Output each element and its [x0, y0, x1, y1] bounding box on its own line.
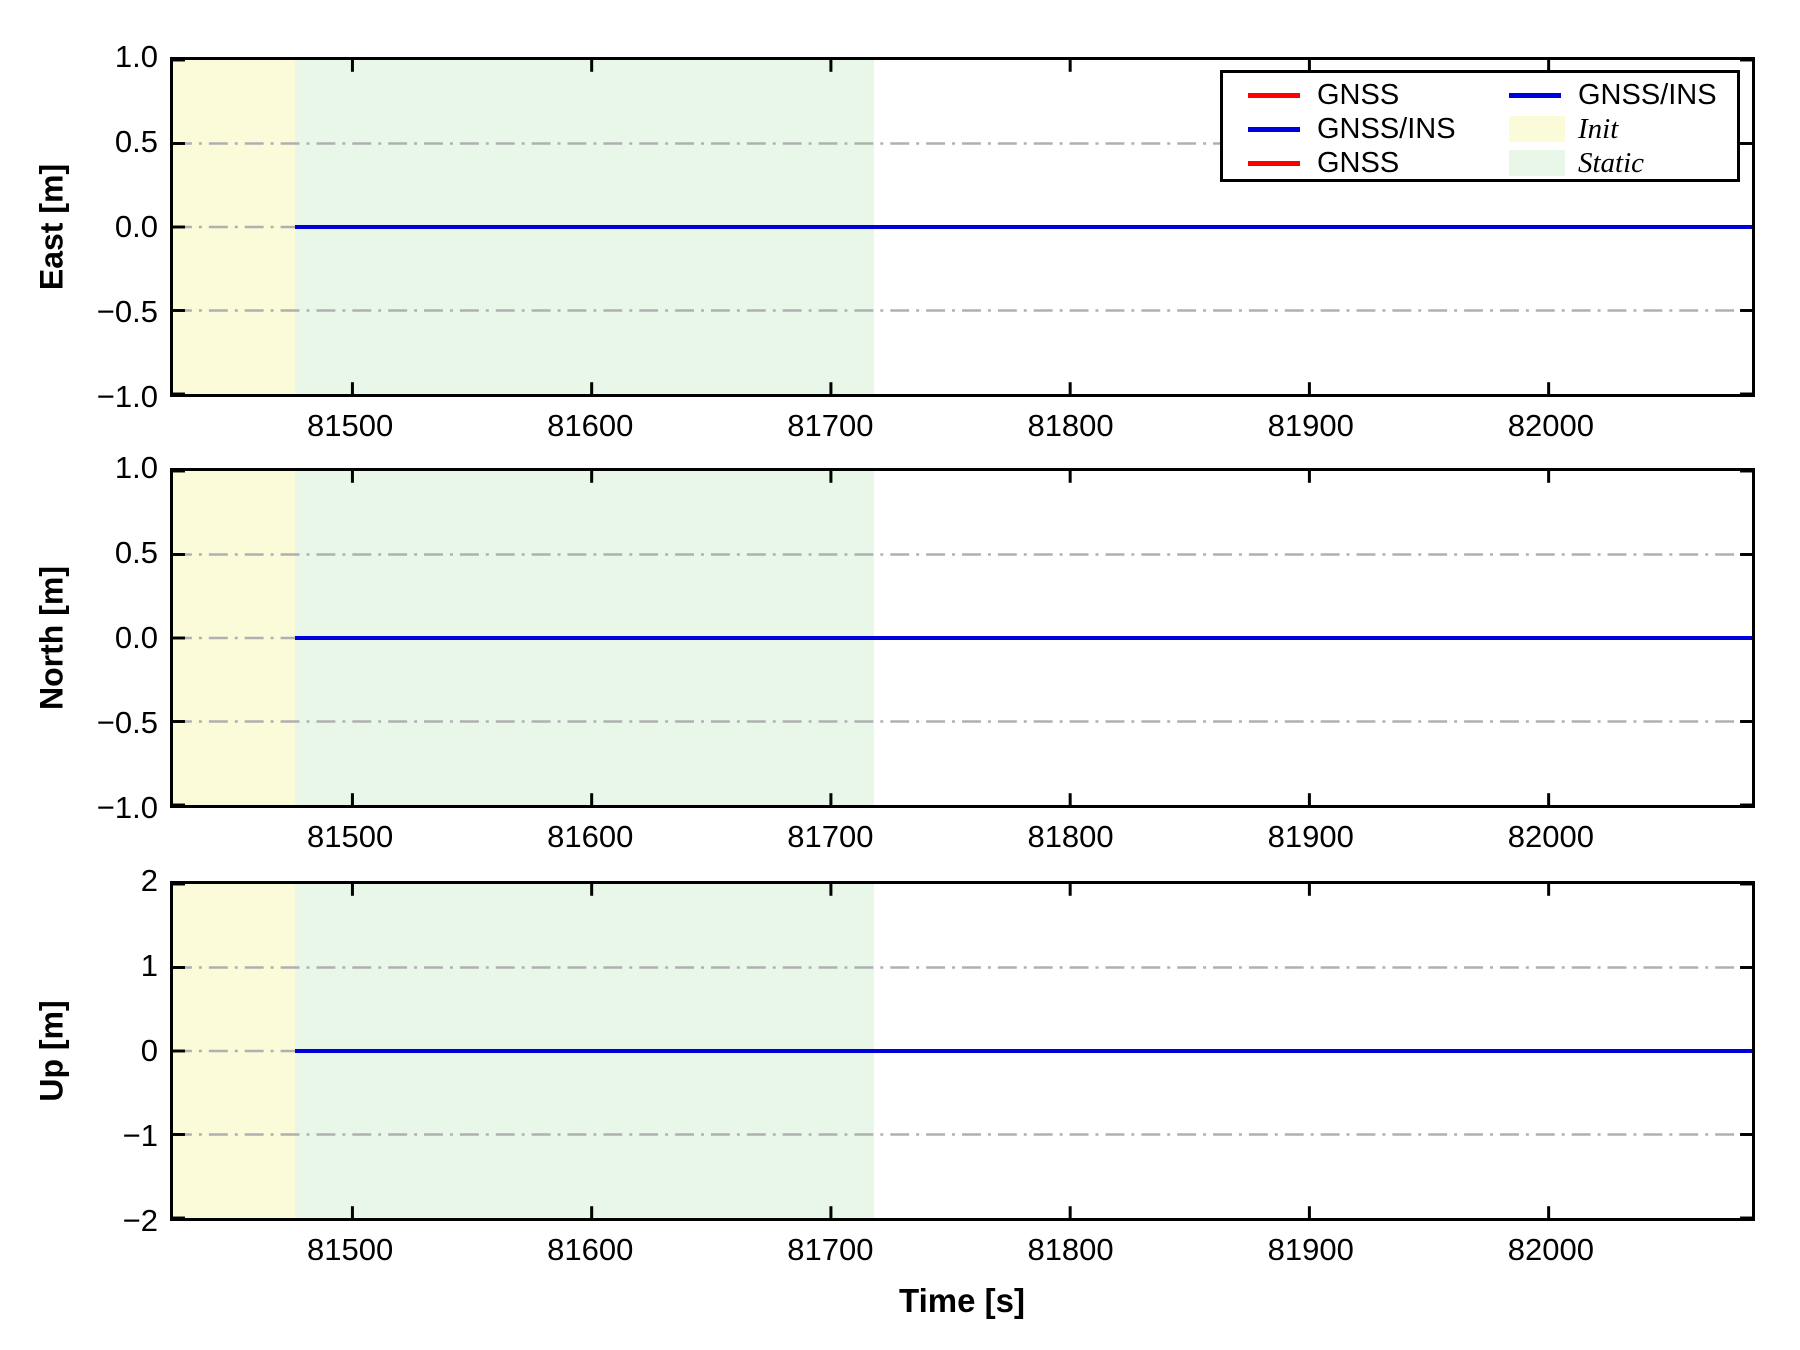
legend-label: Init: [1578, 112, 1619, 145]
patch-swatch: [1509, 150, 1565, 176]
legend-label: GNSS: [1317, 146, 1400, 179]
y-tick-label: 2: [140, 863, 158, 898]
y-tick-label: −1.0: [96, 379, 158, 414]
x-axis-label: Time [s]: [899, 1282, 1025, 1319]
y-tick-label: −0.5: [96, 294, 158, 329]
y-axis-label-east: East [m]: [33, 163, 70, 291]
x-tick-label: 81700: [787, 408, 874, 443]
y-tick-label: −1.0: [96, 790, 158, 825]
x-tick-label: 81800: [1027, 819, 1114, 854]
y-tick-label: −1: [122, 1118, 158, 1153]
x-tick-label: 81800: [1027, 1232, 1114, 1267]
subplot-canvas-up: [173, 884, 1752, 1218]
init-region: [173, 884, 296, 1218]
x-tick-label: 82000: [1507, 408, 1594, 443]
x-tick-label: 82000: [1507, 1232, 1594, 1267]
y-tick-label: 0.5: [114, 535, 158, 570]
legend-label: GNSS/INS: [1317, 112, 1456, 145]
legend-label: GNSS: [1317, 78, 1400, 111]
y-tick-label: −0.5: [96, 705, 158, 740]
y-tick-label: 0.0: [114, 620, 158, 655]
x-tick-label: 81600: [547, 1232, 634, 1267]
x-tick-label: 81500: [307, 1232, 394, 1267]
legend-entry: GNSS/INS: [1248, 112, 1456, 146]
y-tick-label: −2: [122, 1203, 158, 1238]
legend: GNSS GNSS/INS GNSS GNSS/INS Init Static: [1220, 70, 1740, 182]
subplot-north: [170, 468, 1755, 808]
x-tick-label: 81900: [1267, 819, 1354, 854]
init-region: [173, 60, 296, 394]
x-tick-label: 81800: [1027, 408, 1114, 443]
legend-label: Static: [1578, 146, 1645, 179]
subplot-up: [170, 881, 1755, 1221]
x-tick-label: 81500: [307, 408, 394, 443]
legend-entry: Static: [1509, 146, 1717, 180]
init-region: [173, 471, 296, 805]
line-swatch: [1248, 92, 1300, 98]
legend-entry: GNSS: [1248, 78, 1456, 112]
legend-column: GNSS/INS Init Static: [1509, 78, 1717, 180]
subplot-canvas-north: [173, 471, 1752, 805]
line-swatch: [1509, 92, 1561, 98]
x-tick-label: 81900: [1267, 1232, 1354, 1267]
line-swatch: [1248, 126, 1300, 132]
legend-entry: GNSS/INS: [1509, 78, 1717, 112]
x-tick-label: 81600: [547, 408, 634, 443]
legend-column: GNSS GNSS/INS GNSS: [1248, 78, 1456, 180]
x-tick-label: 82000: [1507, 819, 1594, 854]
x-tick-label: 81600: [547, 819, 634, 854]
legend-entry: Init: [1509, 112, 1717, 146]
line-swatch: [1248, 160, 1300, 166]
y-tick-label: 1.0: [114, 450, 158, 485]
x-tick-label: 81700: [787, 1232, 874, 1267]
x-tick-label: 81500: [307, 819, 394, 854]
patch-swatch: [1509, 116, 1565, 142]
y-axis-label-north: North [m]: [33, 566, 70, 710]
legend-label: GNSS/INS: [1578, 78, 1717, 111]
x-tick-label: 81700: [787, 819, 874, 854]
subplot-canvas-east: [173, 60, 1752, 394]
y-axis-label-up: Up [m]: [33, 1000, 70, 1102]
legend-entry: GNSS: [1248, 146, 1456, 180]
y-tick-label: 0.0: [114, 209, 158, 244]
x-tick-label: 81900: [1267, 408, 1354, 443]
y-tick-label: 0: [140, 1033, 158, 1068]
y-tick-label: 0.5: [114, 124, 158, 159]
y-tick-label: 1.0: [114, 39, 158, 74]
y-tick-label: 1: [140, 948, 158, 983]
